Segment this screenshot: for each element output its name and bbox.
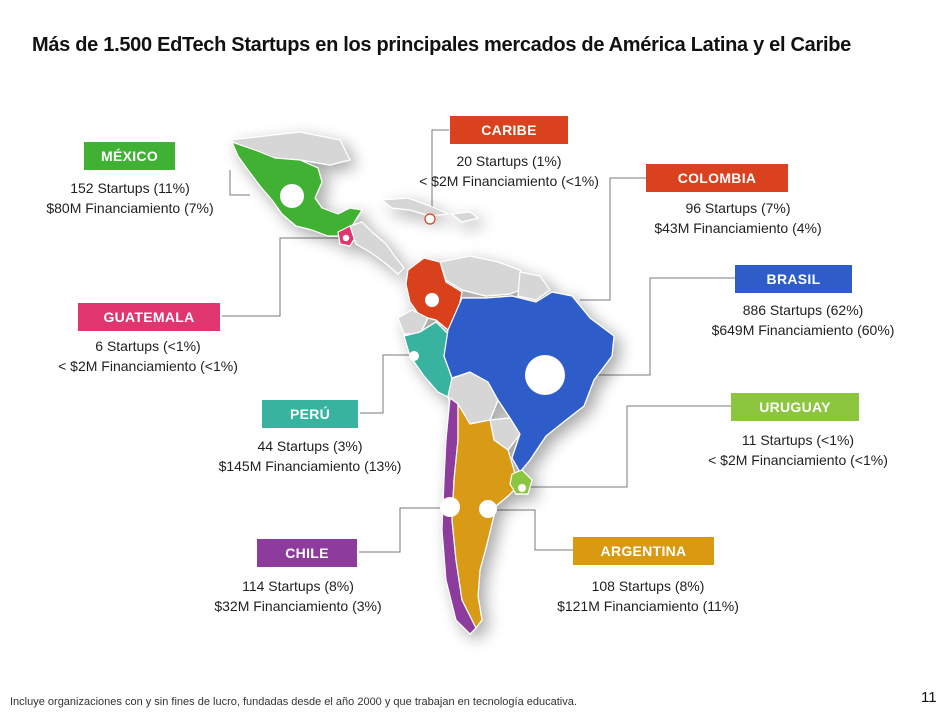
mexico-funding: $80M Financiamiento (7%) — [46, 200, 214, 216]
map-markers — [280, 184, 565, 518]
colombia-funding: $43M Financiamiento (4%) — [654, 220, 822, 236]
marker-guatemala — [341, 233, 351, 243]
connector-guatemala — [222, 237, 345, 317]
mexico-startups: 152 Startups (11%) — [70, 180, 190, 196]
label-brasil: BRASIL — [735, 265, 852, 293]
peru-startups: 44 Startups (3%) — [257, 438, 363, 454]
connector-chile — [359, 507, 448, 553]
colombia-startups: 96 Startups (7%) — [685, 200, 791, 216]
info-colombia: 96 Startups (7%) $43M Financiamiento (4%… — [620, 198, 856, 238]
info-chile: 114 Startups (8%) $32M Financiamiento (3… — [180, 576, 416, 616]
info-mexico: 152 Startups (11%) $80M Financiamiento (… — [8, 178, 252, 218]
marker-uruguay — [518, 484, 526, 492]
brasil-startups: 886 Startups (62%) — [742, 302, 864, 318]
info-caribe: 20 Startups (1%) < $2M Financiamiento (<… — [400, 151, 618, 191]
label-guatemala: GUATEMALA — [78, 303, 220, 331]
label-caribe: CARIBE — [450, 116, 568, 144]
marker-argentina — [479, 500, 497, 518]
brasil-funding: $649M Financiamiento (60%) — [711, 322, 895, 338]
guatemala-startups: 6 Startups (<1%) — [95, 338, 201, 354]
peru-funding: $145M Financiamiento (13%) — [218, 458, 402, 474]
label-peru: PERÚ — [262, 400, 358, 428]
uruguay-shape — [509, 469, 533, 495]
page-number: 11 — [921, 689, 937, 706]
info-uruguay: 11 Startups (<1%) < $2M Financiamiento (… — [680, 430, 916, 470]
caribe-funding: < $2M Financiamiento (<1%) — [419, 173, 599, 189]
marker-chile — [440, 497, 460, 517]
info-argentina: 108 Startups (8%) $121M Financiamiento (… — [530, 576, 766, 616]
connector-argentina — [488, 509, 573, 551]
info-peru: 44 Startups (3%) $145M Financiamiento (1… — [192, 436, 428, 476]
label-uruguay: URUGUAY — [731, 393, 859, 421]
label-mexico: MÉXICO — [84, 142, 175, 170]
footer-note: Incluye organizaciones con y sin fines d… — [10, 696, 577, 708]
connector-lines — [222, 129, 735, 553]
info-guatemala: 6 Startups (<1%) < $2M Financiamiento (<… — [30, 336, 266, 376]
connector-colombia — [580, 177, 646, 301]
connector-mexico — [229, 170, 250, 196]
chile-startups: 114 Startups (8%) — [242, 578, 354, 594]
uruguay-funding: < $2M Financiamiento (<1%) — [708, 452, 888, 468]
connector-peru — [360, 354, 432, 414]
connector-uruguay — [522, 405, 731, 488]
chile-funding: $32M Financiamiento (3%) — [214, 598, 382, 614]
label-chile: CHILE — [257, 539, 357, 567]
label-argentina: ARGENTINA — [573, 537, 714, 565]
label-colombia: COLOMBIA — [646, 164, 788, 192]
guatemala-funding: < $2M Financiamiento (<1%) — [58, 358, 238, 374]
argentina-startups: 108 Startups (8%) — [591, 578, 705, 594]
page-title: Más de 1.500 EdTech Startups en los prin… — [32, 34, 851, 56]
caribe-startups: 20 Startups (1%) — [456, 153, 562, 169]
marker-peru — [409, 351, 419, 361]
marker-brasil — [525, 355, 565, 395]
info-brasil: 886 Startups (62%) $649M Financiamiento … — [680, 300, 926, 340]
marker-mexico — [280, 184, 304, 208]
marker-colombia — [425, 293, 439, 307]
caribbean-shape — [381, 197, 449, 217]
argentina-funding: $121M Financiamiento (11%) — [557, 598, 739, 614]
uruguay-startups: 11 Startups (<1%) — [741, 432, 855, 448]
connector-caribe — [431, 129, 449, 218]
marker-caribe — [424, 213, 436, 225]
central-america-shape — [349, 221, 405, 275]
